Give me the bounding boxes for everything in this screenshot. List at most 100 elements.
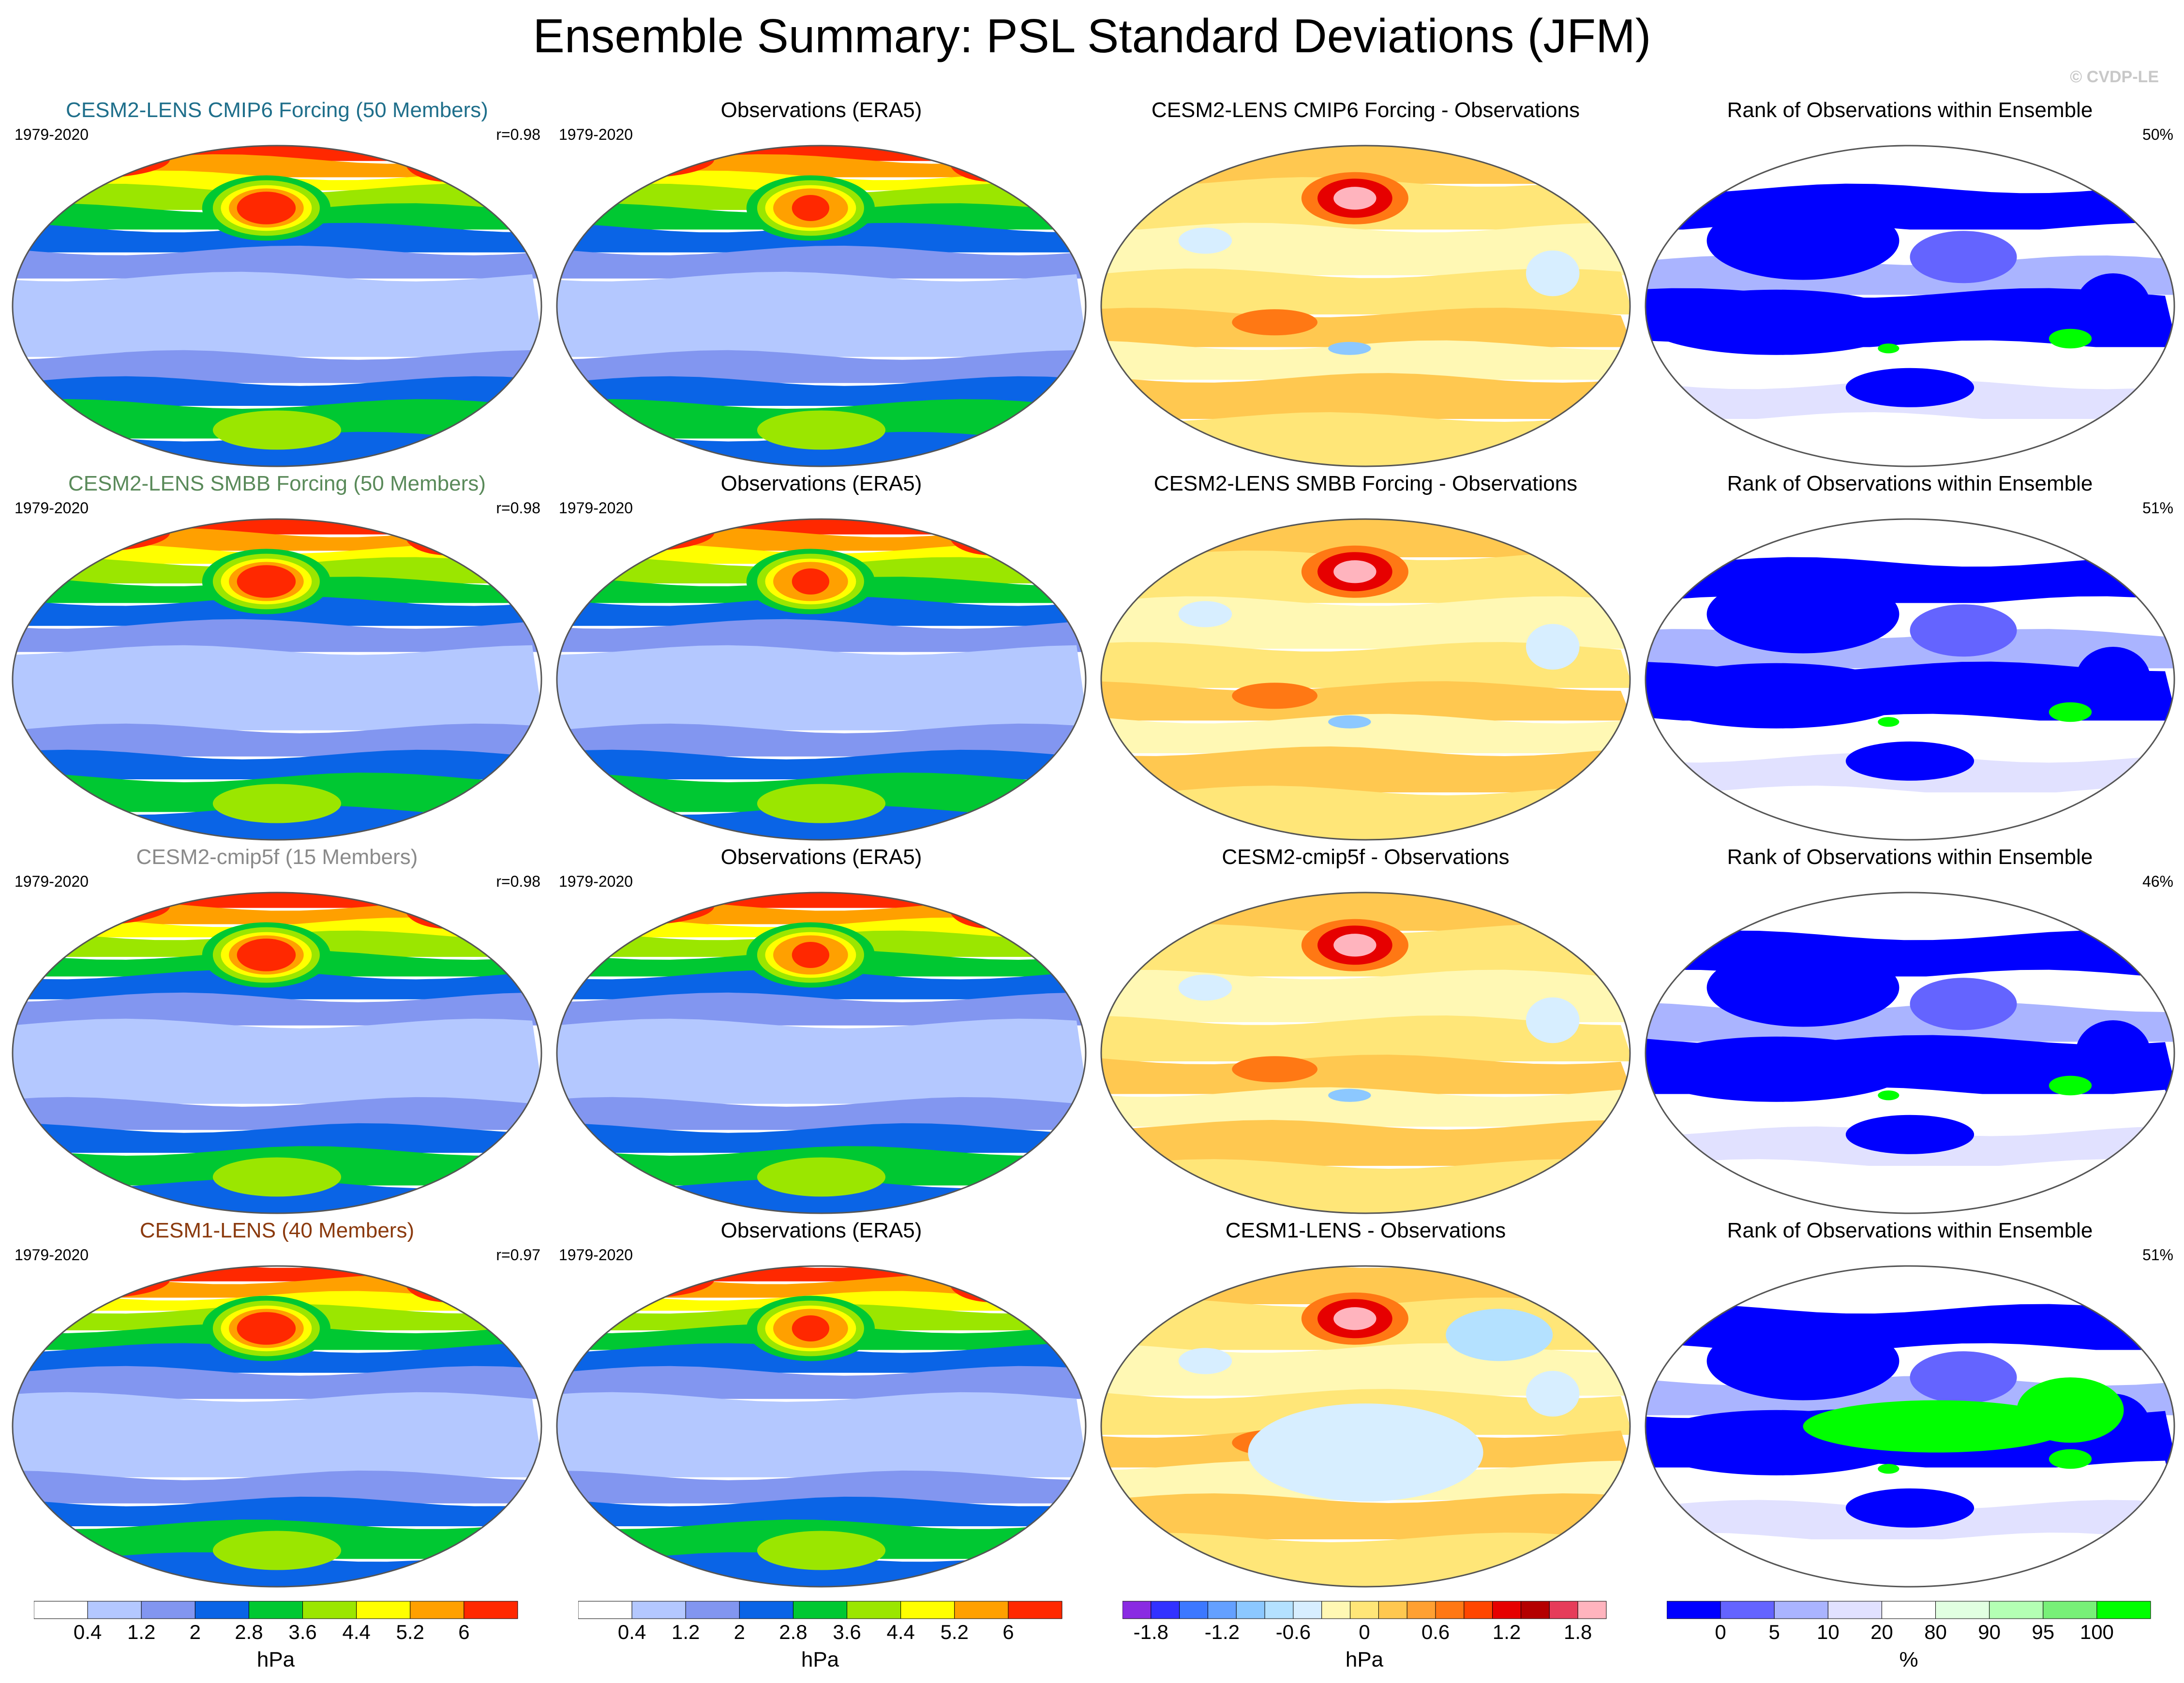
map-border xyxy=(12,1265,542,1588)
map-band xyxy=(1101,373,1630,419)
colorbar-swatch xyxy=(1008,1601,1062,1619)
map-feature xyxy=(2049,1075,2092,1096)
colorbar-swatch xyxy=(1207,1601,1237,1619)
colorbar-tick-label: 1.2 xyxy=(127,1621,156,1643)
map-band xyxy=(557,154,1086,178)
map-feature xyxy=(405,1266,491,1302)
map-feature xyxy=(1910,604,2017,657)
colorbar-swatches xyxy=(34,1601,518,1619)
colorbar-tick-label: 1.2 xyxy=(1492,1621,1521,1643)
map-obs xyxy=(556,892,1087,1214)
panel-title: CESM2-LENS SMBB Forcing (50 Members) xyxy=(68,472,486,495)
correlation-label: r=0.98 xyxy=(496,126,540,143)
map-feature xyxy=(949,893,1035,929)
map-feature xyxy=(212,410,342,450)
colorbar-swatch xyxy=(1378,1601,1407,1619)
panel-title: CESM2-cmip5f - Observations xyxy=(1222,845,1510,869)
panel-obs-row2: Observations (ERA5) 1979-2020 xyxy=(549,470,1093,843)
colorbar-tick-label: 4.4 xyxy=(886,1621,915,1643)
colorbar-tick-label: 5.2 xyxy=(396,1621,424,1643)
map-feature xyxy=(2049,1449,2092,1469)
map-band xyxy=(1645,519,2174,564)
map-feature xyxy=(1446,1309,1553,1361)
map-feature xyxy=(2049,328,2092,349)
colorbar-swatch xyxy=(1774,1601,1828,1619)
map-feature xyxy=(1845,741,1975,781)
map-band xyxy=(1101,1159,1630,1213)
map-band xyxy=(13,992,541,1026)
map-border xyxy=(1645,892,2175,1214)
colorbar-unit: hPa xyxy=(256,1648,295,1671)
rank-percent-label: 50% xyxy=(2142,126,2173,143)
map-feature xyxy=(757,1531,886,1570)
map-feature xyxy=(237,1312,296,1345)
colorbar-swatch xyxy=(900,1601,955,1619)
colorbar-swatches xyxy=(578,1601,1062,1619)
map-band xyxy=(557,1470,1086,1504)
map-feature xyxy=(237,192,296,224)
map-model xyxy=(12,518,542,841)
panel-title: CESM1-LENS - Observations xyxy=(1225,1219,1506,1242)
map-feature xyxy=(1845,368,1975,407)
colorbar-unit: hPa xyxy=(801,1648,839,1671)
map-diff xyxy=(1100,145,1631,467)
map-feature xyxy=(1333,934,1376,957)
figure-title: Ensemble Summary: PSL Standard Deviation… xyxy=(533,9,1651,62)
colorbar-unit: hPa xyxy=(1345,1648,1384,1671)
map-band xyxy=(1101,308,1630,347)
map-border xyxy=(1100,892,1631,1214)
map-diff xyxy=(1100,892,1631,1214)
map-feature xyxy=(1328,342,1371,355)
colorbar-swatch xyxy=(631,1601,686,1619)
panel-rank-row2: Rank of Observations within Ensemble 51% xyxy=(1638,470,2182,843)
colorbar-tick-label: 20 xyxy=(1870,1621,1893,1643)
panel-model-row1: CESM2-LENS CMIP6 Forcing (50 Members) 197… xyxy=(5,97,549,469)
map-band xyxy=(13,1366,541,1399)
colorbar-sd-obs: 0.4 1.2 2 2.8 3.6 4.4 5.2 6 hPa xyxy=(578,1600,1122,1683)
colorbar-swatch xyxy=(1827,1601,1882,1619)
map-obs xyxy=(556,518,1087,841)
rank-percent-label: 46% xyxy=(2142,873,2173,890)
map-feature xyxy=(405,146,491,182)
period-label: 1979-2020 xyxy=(15,499,89,517)
panel-diff-row1: CESM2-LENS CMIP6 Forcing - Observations xyxy=(1093,97,1638,469)
map-feature xyxy=(1645,1036,1910,1102)
map-band xyxy=(557,992,1086,1026)
map-band xyxy=(557,619,1086,652)
map-border xyxy=(1100,1265,1631,1588)
colorbar-swatch xyxy=(410,1601,464,1619)
map-border xyxy=(12,145,542,467)
map-band xyxy=(13,619,541,652)
map-band xyxy=(1101,223,1630,275)
period-label: 1979-2020 xyxy=(15,1246,89,1264)
colorbar-swatch xyxy=(1350,1601,1379,1619)
colorbar-swatch xyxy=(1549,1601,1578,1619)
map-band xyxy=(1101,1087,1630,1127)
map-band xyxy=(557,1366,1086,1399)
map-feature xyxy=(1878,1464,1900,1474)
map-feature xyxy=(1645,663,1910,729)
period-label: 1979-2020 xyxy=(559,873,633,890)
panel-title: Observations (ERA5) xyxy=(720,98,922,122)
map-obs xyxy=(556,145,1087,467)
map-band xyxy=(13,645,541,730)
map-feature xyxy=(1910,1351,2017,1404)
map-model xyxy=(12,145,542,467)
panel-model-row3: CESM2-cmip5f (15 Members) 1979-2020 r=0.98 xyxy=(5,844,549,1216)
panel-rank-row1: Rank of Observations within Ensemble 50% xyxy=(1638,97,2182,469)
map-feature xyxy=(2076,273,2151,339)
map-feature xyxy=(1178,601,1232,627)
colorbar-swatch xyxy=(1881,1601,1936,1619)
map-feature xyxy=(1878,1090,1900,1101)
panel-title: CESM2-LENS CMIP6 Forcing - Observations xyxy=(1151,98,1580,122)
colorbar-tick-label: 100 xyxy=(2079,1621,2114,1643)
map-feature xyxy=(1706,201,1900,280)
map-feature xyxy=(1333,187,1376,210)
map-band xyxy=(1645,1266,2174,1311)
map-band xyxy=(1101,681,1630,721)
panel-model-row4: CESM1-LENS (40 Members) 1979-2020 r=0.97 xyxy=(5,1217,549,1590)
period-label: 1979-2020 xyxy=(15,873,89,890)
map-feature xyxy=(1526,624,1580,670)
panel-obs-row4: Observations (ERA5) 1979-2020 xyxy=(549,1217,1093,1590)
map-feature xyxy=(792,195,830,221)
